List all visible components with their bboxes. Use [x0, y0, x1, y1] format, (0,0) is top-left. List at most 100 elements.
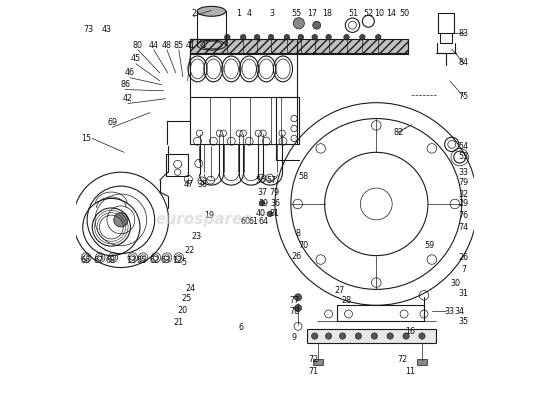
Circle shape [339, 333, 346, 339]
Text: 74: 74 [459, 223, 469, 232]
Circle shape [376, 34, 381, 40]
Text: 69: 69 [107, 118, 117, 127]
Text: 11: 11 [405, 367, 415, 376]
Text: 1: 1 [236, 9, 241, 18]
Text: 72: 72 [397, 355, 407, 364]
Text: 4: 4 [247, 9, 252, 18]
Circle shape [224, 34, 230, 40]
Text: 77: 77 [289, 296, 299, 305]
Text: 35: 35 [459, 317, 469, 326]
Text: 26: 26 [292, 252, 302, 261]
Text: 9: 9 [292, 332, 296, 342]
Text: 4: 4 [201, 40, 206, 50]
Text: 61: 61 [249, 217, 259, 226]
Text: 13: 13 [126, 256, 136, 265]
Text: 84: 84 [459, 58, 469, 68]
Circle shape [419, 333, 425, 339]
Text: 25: 25 [182, 294, 192, 303]
Text: 72: 72 [309, 355, 319, 364]
Text: 65: 65 [137, 256, 147, 265]
Circle shape [298, 34, 304, 40]
Text: 14: 14 [387, 9, 397, 18]
Text: 79: 79 [459, 178, 469, 187]
Text: 75: 75 [459, 92, 469, 101]
Text: 80: 80 [133, 40, 143, 50]
Text: 76: 76 [459, 211, 469, 220]
Circle shape [294, 294, 301, 301]
Text: eurospares: eurospares [155, 212, 252, 227]
Circle shape [254, 34, 260, 40]
Text: 52: 52 [364, 9, 374, 18]
Circle shape [326, 34, 332, 40]
Text: 40: 40 [256, 210, 266, 218]
Text: 38: 38 [197, 180, 208, 189]
Text: 37: 37 [257, 188, 267, 196]
Text: 42: 42 [123, 94, 133, 103]
Text: 46: 46 [125, 68, 135, 77]
Text: 50: 50 [399, 9, 409, 18]
Circle shape [355, 333, 361, 339]
Text: 3: 3 [270, 9, 274, 18]
Text: 64: 64 [258, 217, 268, 226]
Text: 47: 47 [183, 180, 194, 189]
Text: 32: 32 [459, 190, 469, 198]
Circle shape [294, 304, 301, 312]
Text: 63: 63 [161, 256, 170, 265]
Text: 2: 2 [191, 9, 196, 18]
Text: 39: 39 [258, 199, 268, 208]
Text: 43: 43 [101, 25, 111, 34]
Circle shape [313, 21, 321, 29]
Text: 51: 51 [349, 9, 359, 18]
Circle shape [284, 34, 290, 40]
Text: 21: 21 [174, 318, 184, 327]
Circle shape [312, 34, 317, 40]
Text: 67: 67 [93, 256, 103, 265]
Text: 73: 73 [83, 25, 94, 34]
Text: 56: 56 [256, 176, 266, 186]
Circle shape [387, 333, 393, 339]
Text: 6: 6 [239, 323, 244, 332]
Circle shape [371, 333, 377, 339]
Ellipse shape [197, 6, 226, 16]
Text: 17: 17 [307, 9, 317, 18]
Text: 62: 62 [150, 256, 160, 265]
Bar [417, 359, 427, 365]
Polygon shape [190, 39, 408, 54]
Text: 27: 27 [334, 286, 344, 295]
Circle shape [268, 34, 274, 40]
Text: 86: 86 [120, 80, 130, 89]
Text: 22: 22 [184, 246, 195, 255]
Text: 8: 8 [295, 229, 300, 238]
Bar [166, 154, 188, 176]
Text: 15: 15 [81, 134, 91, 143]
Text: 24: 24 [186, 284, 196, 293]
Text: 33: 33 [445, 307, 455, 316]
Text: 54: 54 [459, 142, 469, 151]
Circle shape [344, 34, 349, 40]
Text: 60: 60 [240, 217, 250, 226]
Circle shape [114, 213, 128, 227]
Text: 33: 33 [459, 168, 469, 177]
Text: 10: 10 [374, 9, 384, 18]
Text: 48: 48 [162, 40, 172, 50]
Circle shape [293, 18, 304, 29]
Text: 36: 36 [270, 199, 280, 208]
Text: 85: 85 [174, 40, 184, 50]
Text: 29: 29 [459, 200, 469, 208]
Text: 58: 58 [299, 172, 309, 181]
Text: 68: 68 [105, 256, 115, 265]
Bar [307, 329, 436, 343]
Text: 83: 83 [459, 29, 469, 38]
Circle shape [326, 333, 332, 339]
Text: 41: 41 [186, 40, 196, 50]
Text: 66: 66 [80, 256, 90, 265]
Text: 28: 28 [342, 296, 351, 305]
Text: 53: 53 [459, 152, 469, 161]
Text: 18: 18 [322, 9, 332, 18]
Text: 57: 57 [266, 176, 276, 186]
Text: 26: 26 [459, 253, 469, 262]
Circle shape [259, 200, 265, 206]
Text: 82: 82 [393, 128, 403, 137]
Text: 31: 31 [459, 289, 469, 298]
Text: 5: 5 [182, 258, 187, 267]
